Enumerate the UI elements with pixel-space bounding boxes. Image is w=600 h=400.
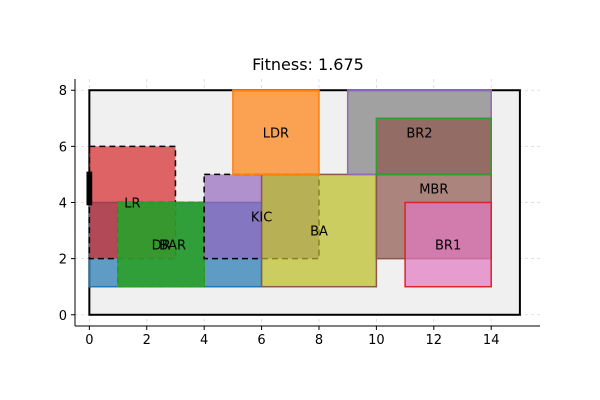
- room-label-br1: BR1: [435, 239, 461, 254]
- y-tick-label: 2: [59, 253, 67, 268]
- entrance-marker: [86, 171, 93, 206]
- x-tick-label: 4: [200, 333, 208, 348]
- axes: 0 2 4 6 8 10 12 14 0 2 4 6 8: [59, 79, 540, 348]
- entrance: [86, 171, 93, 206]
- room-label-lr: LR: [124, 197, 140, 212]
- x-tick-label: 8: [315, 333, 323, 348]
- rooms: [88, 89, 492, 288]
- room-ldr: [232, 89, 320, 176]
- room-label-dr: DR: [152, 239, 171, 254]
- x-tick-label: 0: [85, 333, 93, 348]
- x-tick-label: 6: [257, 333, 265, 348]
- room-br1: [404, 201, 492, 288]
- x-tick-label: 14: [483, 333, 500, 348]
- room-label-ba: BA: [310, 225, 328, 240]
- y-tick-label: 0: [59, 309, 67, 324]
- room-label-mbr: MBR: [419, 182, 448, 197]
- room-label-bar: BAR: [159, 239, 186, 254]
- x-tick-label: 12: [426, 333, 443, 348]
- x-tick-label: 10: [368, 333, 385, 348]
- chart-title: Fitness: 1.675: [252, 55, 364, 74]
- room-label-br2: BR2: [406, 126, 432, 141]
- room-label-ldr: LDR: [263, 126, 289, 141]
- room-br2: [375, 117, 492, 176]
- x-tick-label: 2: [143, 333, 151, 348]
- y-tick-label: 4: [59, 197, 67, 212]
- room-label-kic: KIC: [251, 211, 272, 226]
- y-tick-label: 8: [59, 84, 67, 99]
- y-tick-label: 6: [59, 140, 67, 155]
